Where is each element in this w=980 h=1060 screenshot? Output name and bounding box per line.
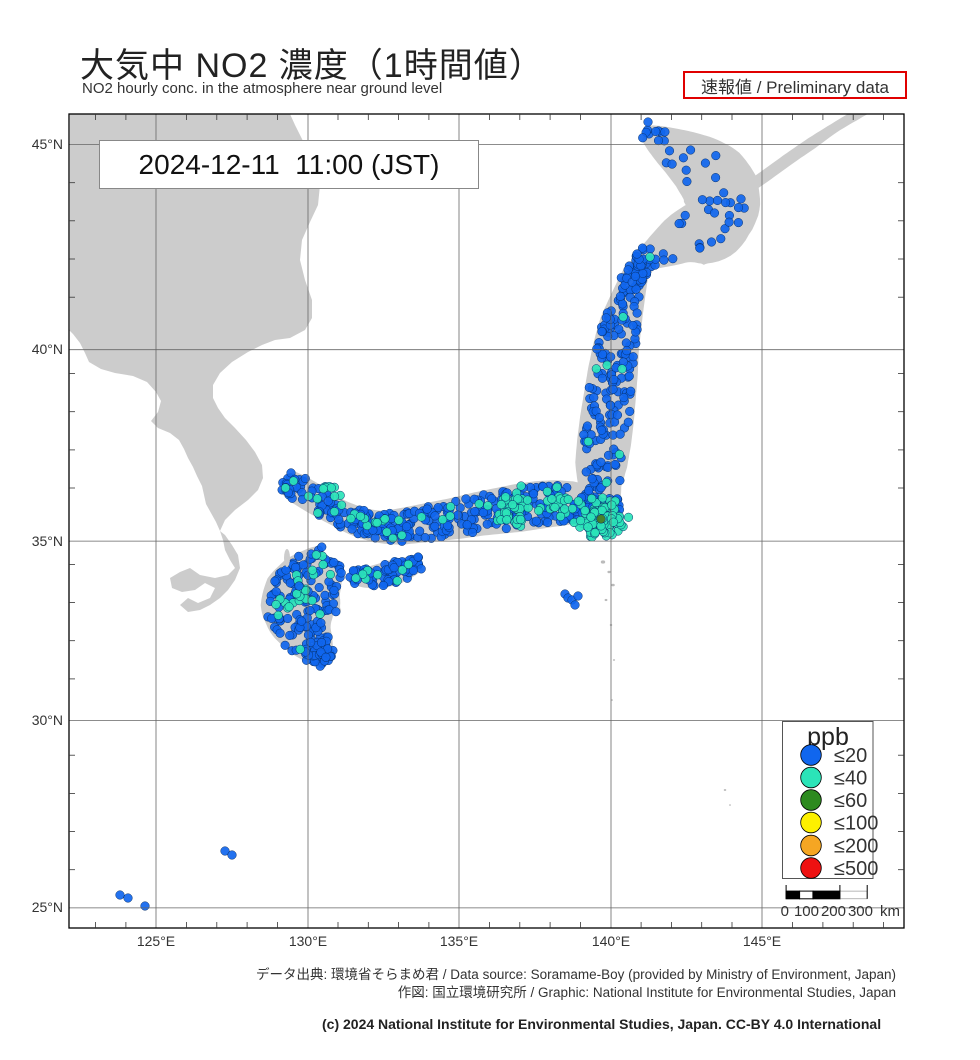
svg-text:≤100: ≤100	[834, 813, 878, 835]
svg-text:145°E: 145°E	[743, 933, 781, 949]
svg-text:35°N: 35°N	[32, 533, 63, 549]
svg-text:≤500: ≤500	[834, 858, 878, 880]
svg-text:45°N: 45°N	[32, 136, 63, 152]
svg-text:0: 0	[781, 903, 789, 920]
svg-text:300: 300	[848, 903, 873, 920]
svg-text:135°E: 135°E	[440, 933, 478, 949]
svg-text:200: 200	[821, 903, 846, 920]
svg-text:≤40: ≤40	[834, 768, 867, 790]
svg-text:130°E: 130°E	[289, 933, 327, 949]
svg-text:140°E: 140°E	[592, 933, 630, 949]
svg-text:40°N: 40°N	[32, 341, 63, 357]
svg-text:25°N: 25°N	[32, 899, 63, 915]
svg-text:km: km	[880, 903, 900, 920]
svg-text:≤60: ≤60	[834, 790, 867, 812]
svg-text:≤20: ≤20	[834, 745, 867, 767]
svg-text:30°N: 30°N	[32, 712, 63, 728]
svg-text:≤200: ≤200	[834, 836, 878, 858]
svg-text:125°E: 125°E	[137, 933, 175, 949]
svg-text:100: 100	[794, 903, 819, 920]
